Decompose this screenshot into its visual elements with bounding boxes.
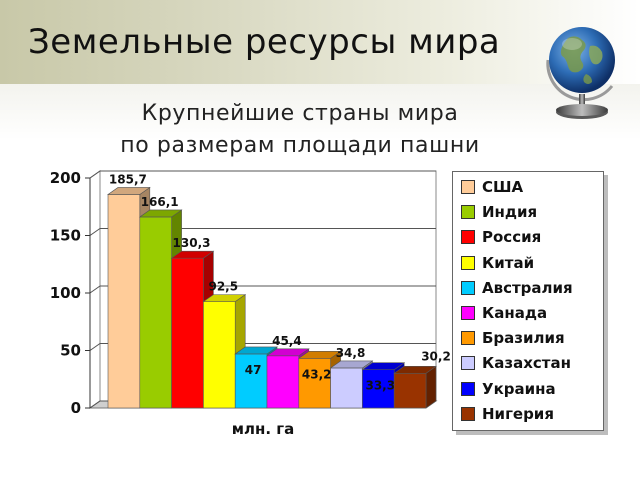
bar-top	[329, 360, 374, 369]
bar	[139, 216, 172, 409]
bar	[330, 367, 363, 409]
legend-label: Китай	[482, 253, 535, 272]
bar-top	[361, 362, 406, 371]
legend-swatch	[461, 356, 475, 371]
legend-item: Индия	[461, 201, 537, 223]
data-label: 34,8	[336, 346, 366, 360]
subtitle-line-1: Крупнейшие страны мира	[141, 101, 459, 126]
legend-label: Канада	[482, 304, 548, 322]
chart-legend: США Индия Россия Китай Австралия Канада Бразил…	[452, 171, 604, 431]
legend-label: Индия	[482, 203, 538, 222]
gridline	[89, 285, 436, 294]
legend-swatch	[461, 180, 475, 194]
legend-swatch	[461, 306, 475, 320]
bar-top	[393, 365, 437, 374]
data-label: 33,3	[365, 379, 395, 393]
bar	[234, 353, 268, 409]
legend-item: Канада	[461, 302, 547, 324]
legend-label: Австралия	[482, 278, 573, 297]
legend-item: Бразилия	[461, 327, 565, 349]
title-band-shade	[0, 84, 640, 140]
bar-top	[266, 348, 310, 357]
y-tick-label: 0	[71, 399, 81, 417]
bar	[266, 355, 300, 409]
legend-swatch	[461, 280, 475, 295]
gridline	[89, 228, 436, 236]
bar-top	[297, 351, 342, 359]
y-tick-label: 50	[60, 342, 81, 360]
legend-item: Китай	[461, 252, 534, 274]
legend-swatch	[461, 255, 475, 270]
bar	[362, 369, 395, 409]
legend-label: США	[482, 178, 524, 196]
data-label: 130,3	[173, 236, 211, 250]
legend-item: Нигерия	[461, 403, 554, 425]
legend-item: Казахстан	[461, 352, 571, 374]
subtitle-line-2: по размерам площади пашни	[120, 133, 480, 158]
chart-subtitle: Крупнейшие страны мира по размерам площа…	[60, 98, 540, 162]
gridline	[89, 343, 436, 351]
legend-item: Австралия	[461, 277, 573, 299]
data-label: 92,5	[208, 280, 238, 294]
data-label: 30,2	[421, 349, 451, 363]
legend-item: США	[461, 176, 523, 198]
data-label: 43,2	[302, 367, 332, 381]
y-tick-label: 100	[50, 284, 81, 302]
bar	[107, 194, 141, 409]
data-label: 166,1	[141, 195, 179, 209]
legend-item: Россия	[461, 226, 541, 248]
gridline	[89, 170, 436, 179]
legend-swatch	[461, 331, 475, 346]
x-axis-label: млн. га	[232, 420, 295, 438]
bar	[393, 372, 427, 409]
y-tick-label: 150	[50, 227, 81, 245]
globe-icon	[538, 16, 628, 128]
data-label: 47	[245, 363, 262, 377]
legend-swatch	[461, 230, 475, 245]
legend-item: Украина	[461, 378, 556, 400]
bar-top	[170, 250, 215, 259]
legend-label: Бразилия	[482, 329, 565, 348]
legend-label: Россия	[482, 228, 542, 247]
bar-top	[202, 294, 247, 302]
data-label: 185,7	[109, 172, 147, 186]
bar-top	[107, 187, 151, 195]
bar	[298, 358, 331, 409]
bar	[203, 301, 236, 409]
y-tick-label: 200	[50, 169, 81, 187]
legend-swatch	[461, 381, 475, 396]
legend-swatch	[461, 406, 475, 421]
legend-label: Украина	[482, 379, 556, 398]
legend-swatch	[461, 205, 475, 220]
bar-top	[234, 346, 278, 355]
title-band	[0, 0, 640, 84]
bar-top	[138, 209, 183, 218]
data-label: 45,4	[272, 334, 302, 348]
bar	[171, 257, 204, 409]
legend-label: Нигерия	[482, 404, 554, 423]
slide-title: Земельные ресурсы мира	[28, 22, 501, 62]
legend-label: Казахстан	[482, 354, 571, 373]
